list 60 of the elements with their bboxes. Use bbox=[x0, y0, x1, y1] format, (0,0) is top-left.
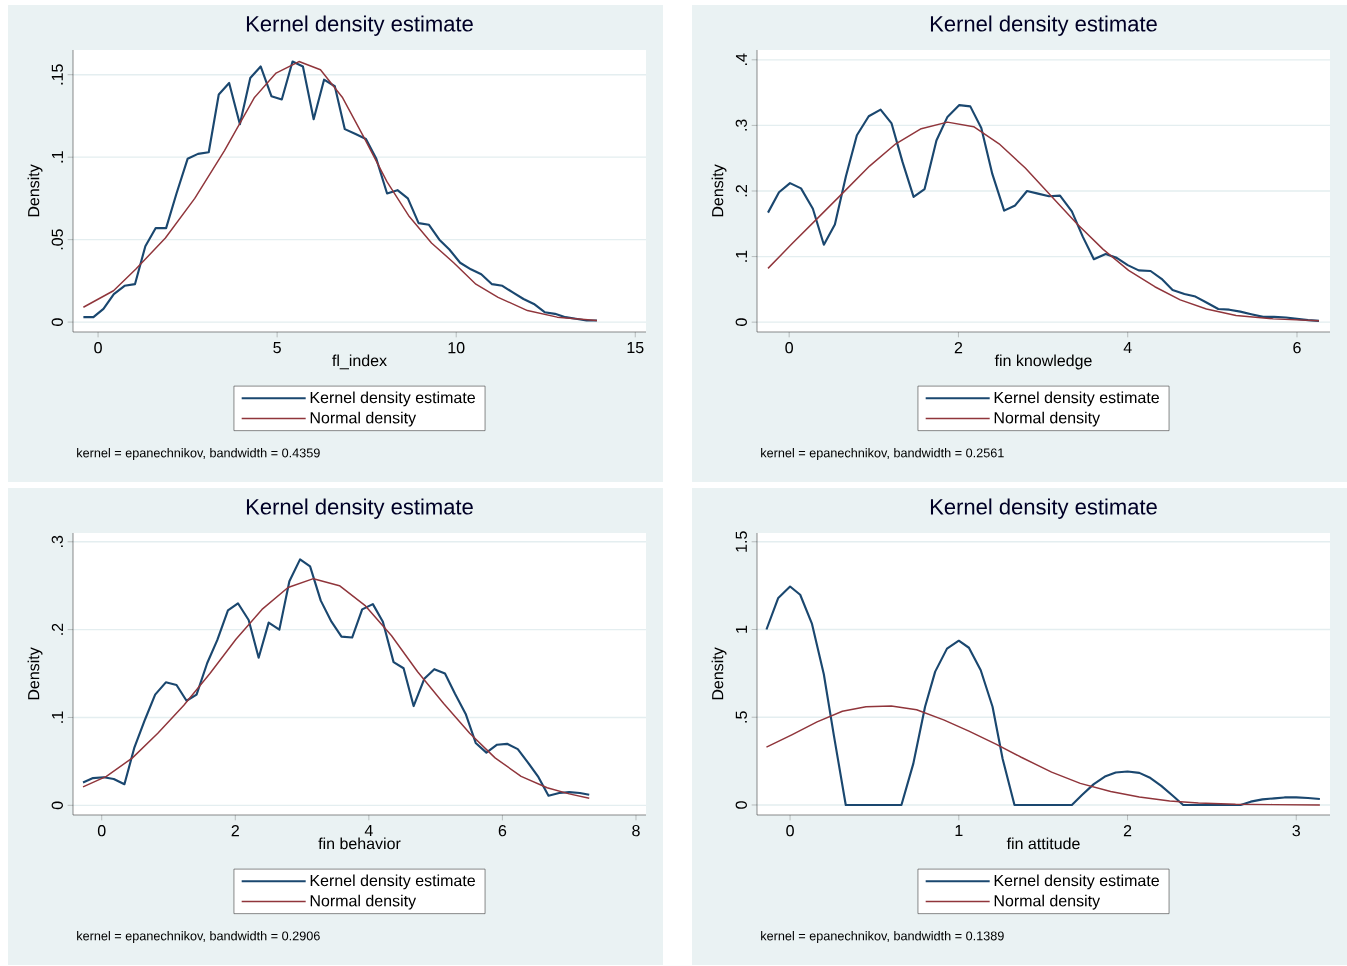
x-tick-label: 15 bbox=[627, 342, 644, 354]
y-tick-label: 1.5 bbox=[735, 531, 747, 552]
x-tick-label: 8 bbox=[632, 825, 640, 837]
legend-label: Normal density bbox=[310, 894, 417, 910]
legend-label: Kernel density estimate bbox=[994, 874, 1159, 890]
x-tick-label: 6 bbox=[1293, 342, 1301, 354]
x-tick-label: 2 bbox=[1123, 825, 1132, 837]
line-series bbox=[82, 60, 599, 322]
y-tick-label: .1 bbox=[735, 250, 747, 262]
y-tick-label: .1 bbox=[51, 151, 63, 163]
y-axis-title: Density bbox=[27, 164, 43, 217]
y-axis-title: Density bbox=[711, 164, 727, 217]
y-tick-label: .15 bbox=[51, 64, 63, 85]
x-tick-label: 4 bbox=[364, 825, 373, 837]
x-tick-label: 5 bbox=[273, 342, 281, 354]
y-tick-label: .3 bbox=[735, 119, 747, 131]
legend-label: Kernel density estimate bbox=[994, 391, 1159, 407]
text: kernel = epanechnikov, bandwidth = 0.2561 bbox=[761, 448, 1004, 460]
y-tick-label: .5 bbox=[735, 711, 747, 723]
x-axis-title: fin behavior bbox=[318, 837, 401, 850]
y-tick-label: 0 bbox=[735, 318, 747, 326]
y-axis-title: Density bbox=[711, 647, 727, 700]
x-tick-label: 4 bbox=[1123, 342, 1132, 354]
chart-title: Kernel density estimate bbox=[246, 15, 473, 36]
x-axis-title: fin attitude bbox=[1006, 837, 1080, 850]
x-tick-label: 3 bbox=[1292, 825, 1301, 837]
x-axis-title: fin knowledge bbox=[994, 354, 1092, 370]
x-tick-label: 10 bbox=[448, 342, 465, 354]
y-tick-label: .2 bbox=[51, 623, 63, 635]
x-tick-label: 2 bbox=[231, 825, 239, 837]
text: kernel = epanechnikov, bandwidth = 0.4359 bbox=[77, 448, 320, 460]
chart-title: Kernel density estimate bbox=[246, 498, 473, 519]
y-tick-label: .3 bbox=[51, 535, 63, 547]
x-tick-label: 2 bbox=[954, 342, 963, 354]
chart-title: Kernel density estimate bbox=[930, 15, 1157, 36]
x-tick-label: 0 bbox=[786, 825, 794, 837]
text: kernel = epanechnikov, bandwidth = 0.2906 bbox=[77, 931, 320, 943]
legend-label: Normal density bbox=[994, 894, 1101, 910]
line-series bbox=[765, 705, 1321, 806]
x-axis-title: fl_index bbox=[332, 354, 387, 370]
y-axis-title: Density bbox=[27, 647, 43, 700]
x-tick-label: 0 bbox=[785, 342, 793, 354]
x-tick-label: 0 bbox=[94, 342, 102, 354]
x-tick-label: 6 bbox=[498, 825, 507, 837]
x-tick-label: 0 bbox=[97, 825, 106, 837]
y-tick-label: 0 bbox=[735, 801, 747, 809]
y-tick-label: .1 bbox=[51, 711, 63, 723]
legend-label: Kernel density estimate bbox=[310, 874, 475, 890]
y-tick-label: .4 bbox=[735, 53, 747, 66]
y-tick-label: .2 bbox=[735, 185, 747, 197]
y-tick-label: .05 bbox=[51, 229, 63, 250]
legend-label: Normal density bbox=[994, 411, 1101, 427]
legend-label: Kernel density estimate bbox=[310, 391, 475, 407]
x-tick-label: 1 bbox=[955, 825, 963, 837]
y-tick-label: 0 bbox=[51, 318, 63, 326]
y-tick-label: 0 bbox=[51, 801, 63, 810]
chart-title: Kernel density estimate bbox=[930, 498, 1157, 519]
legend-label: Normal density bbox=[310, 411, 417, 427]
y-tick-label: 1 bbox=[735, 625, 747, 633]
text: kernel = epanechnikov, bandwidth = 0.1389 bbox=[761, 931, 1004, 943]
